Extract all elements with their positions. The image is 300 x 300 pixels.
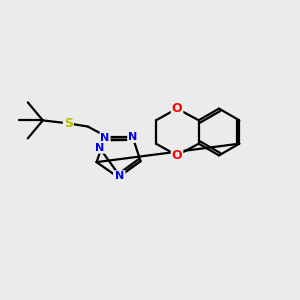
Text: N: N bbox=[128, 132, 137, 142]
Text: N: N bbox=[100, 133, 110, 142]
Text: N: N bbox=[95, 143, 104, 153]
Text: N: N bbox=[116, 171, 124, 181]
Text: O: O bbox=[172, 102, 182, 115]
Text: S: S bbox=[64, 117, 73, 130]
Text: O: O bbox=[172, 149, 182, 162]
Text: S: S bbox=[114, 172, 122, 182]
